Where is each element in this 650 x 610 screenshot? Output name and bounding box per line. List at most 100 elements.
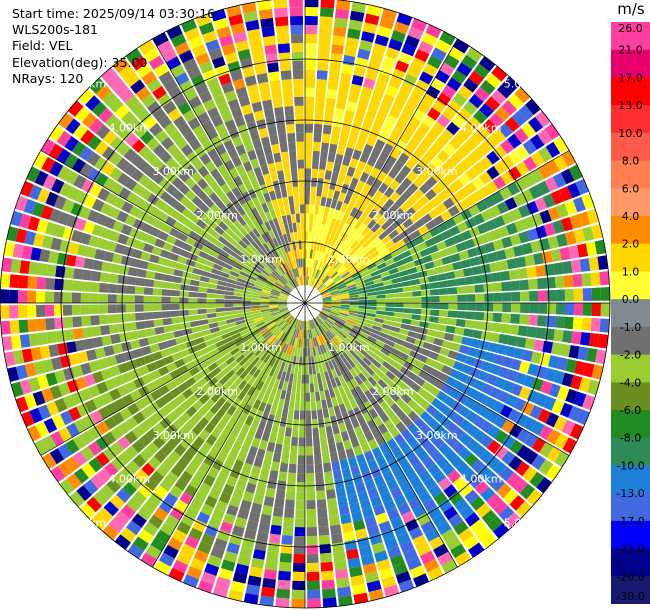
range-gate bbox=[314, 232, 320, 242]
range-gate bbox=[152, 304, 162, 311]
range-gate bbox=[414, 376, 426, 387]
range-gate bbox=[62, 227, 75, 241]
range-gate bbox=[13, 350, 25, 365]
range-gate bbox=[262, 99, 273, 110]
range-gate bbox=[108, 230, 121, 242]
range-gate bbox=[531, 421, 545, 436]
range-gate bbox=[291, 346, 296, 356]
range-gate bbox=[355, 528, 368, 540]
range-gate bbox=[242, 303, 252, 307]
range-gate bbox=[463, 138, 478, 152]
range-gate bbox=[229, 427, 240, 439]
range-gate bbox=[332, 209, 340, 219]
range-gate bbox=[207, 554, 222, 568]
range-gate bbox=[185, 505, 200, 519]
range-gate bbox=[321, 187, 329, 198]
range-gate bbox=[19, 379, 32, 395]
range-gate bbox=[594, 239, 606, 255]
range-gate bbox=[553, 136, 568, 154]
range-gate bbox=[348, 310, 359, 314]
range-gate bbox=[326, 317, 336, 324]
range-gate bbox=[319, 224, 326, 234]
range-gate bbox=[125, 285, 136, 295]
range-gate bbox=[380, 327, 391, 335]
range-gate bbox=[475, 503, 492, 518]
range-gate bbox=[468, 474, 483, 489]
range-gate bbox=[388, 352, 399, 361]
range-gate bbox=[71, 292, 81, 303]
range-gate bbox=[427, 506, 442, 520]
range-gate bbox=[260, 213, 268, 224]
range-gate bbox=[462, 467, 477, 482]
range-gate bbox=[544, 123, 560, 140]
range-gate bbox=[314, 454, 322, 465]
range-gate bbox=[143, 312, 154, 320]
range-gate bbox=[83, 373, 96, 387]
range-gate bbox=[235, 243, 245, 253]
range-gate bbox=[309, 267, 313, 277]
range-gate bbox=[432, 470, 447, 484]
range-gate bbox=[286, 232, 292, 243]
range-gate bbox=[282, 312, 291, 319]
range-gate bbox=[307, 580, 320, 591]
range-gate bbox=[287, 335, 293, 345]
range-gate bbox=[317, 61, 329, 71]
range-gate bbox=[426, 417, 439, 429]
range-gate bbox=[294, 328, 298, 338]
range-gate bbox=[475, 303, 485, 312]
range-gate bbox=[313, 141, 321, 152]
range-gate bbox=[448, 491, 464, 506]
range-gate bbox=[162, 203, 174, 216]
range-gate bbox=[448, 225, 461, 237]
range-gate bbox=[302, 258, 305, 268]
range-gate bbox=[326, 281, 335, 289]
range-gate bbox=[44, 304, 55, 317]
range-gate bbox=[252, 55, 266, 67]
range-gate bbox=[62, 292, 72, 303]
range-gate bbox=[319, 25, 332, 36]
range-gate bbox=[349, 158, 359, 169]
range-gate bbox=[402, 286, 412, 292]
range-gate bbox=[395, 259, 406, 267]
range-gate bbox=[591, 287, 601, 301]
range-gate bbox=[206, 77, 220, 90]
range-gate bbox=[429, 288, 440, 296]
range-gate bbox=[528, 184, 542, 200]
range-gate bbox=[416, 207, 428, 218]
range-gate bbox=[128, 330, 139, 341]
range-gate bbox=[392, 376, 403, 387]
range-gate bbox=[286, 187, 293, 197]
range-gate bbox=[316, 223, 322, 233]
range-gate bbox=[291, 51, 304, 62]
range-gate bbox=[167, 196, 179, 209]
range-gate bbox=[367, 487, 379, 499]
range-gate bbox=[453, 38, 470, 54]
range-gate bbox=[177, 382, 189, 393]
range-gate bbox=[189, 476, 202, 490]
range-gate bbox=[359, 267, 369, 275]
range-gate bbox=[263, 316, 273, 322]
range-gate bbox=[246, 121, 258, 133]
range-gate bbox=[269, 209, 277, 220]
range-gate bbox=[21, 411, 35, 428]
range-gate bbox=[267, 414, 275, 425]
range-gate bbox=[485, 96, 501, 112]
range-gate bbox=[258, 8, 273, 20]
range-gate bbox=[228, 325, 238, 332]
range-gate bbox=[334, 559, 348, 571]
range-gate bbox=[316, 345, 322, 355]
range-gate bbox=[318, 526, 330, 536]
range-gate bbox=[305, 392, 311, 402]
range-gate bbox=[200, 503, 214, 517]
range-gate bbox=[57, 461, 73, 477]
range-gate bbox=[305, 177, 311, 187]
range-gate bbox=[470, 338, 481, 349]
range-gate bbox=[489, 229, 501, 241]
range-gate bbox=[221, 412, 232, 424]
range-gate bbox=[405, 157, 417, 170]
range-gate bbox=[237, 554, 251, 567]
range-gate bbox=[329, 286, 338, 292]
range-gate bbox=[329, 328, 337, 337]
range-gate bbox=[126, 276, 137, 286]
range-gate bbox=[418, 436, 432, 449]
